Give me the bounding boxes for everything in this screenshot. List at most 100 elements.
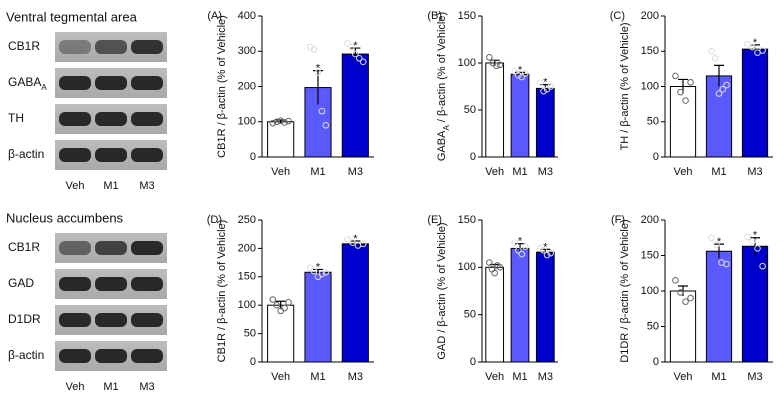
blot-band — [131, 76, 163, 90]
row-label: CB1R — [8, 39, 40, 53]
bar — [485, 62, 505, 158]
data-point — [744, 40, 751, 48]
data-point — [310, 46, 318, 53]
bar — [267, 121, 295, 158]
x-tick-label: Veh — [485, 166, 504, 178]
x-tick-label: M1 — [512, 371, 527, 383]
panel-label: (B) — [427, 10, 442, 22]
significance: * — [543, 77, 548, 89]
y-tick-label: 0 — [470, 151, 476, 163]
y-axis-label-part: TH / β-actin (% of Vehicle) — [619, 23, 631, 151]
y-axis-label-part: CB1R / β-actin (% of Vehicle) — [216, 15, 228, 158]
x-tick-label: M1 — [711, 371, 726, 383]
data-point — [749, 238, 756, 245]
data-point — [496, 61, 504, 69]
data-point — [547, 249, 554, 257]
error-bar — [714, 64, 724, 87]
data-point — [522, 243, 529, 250]
blot-title: Nucleus accumbens — [6, 210, 124, 225]
panel-label: (E) — [427, 214, 442, 226]
significance: * — [753, 230, 758, 242]
x-tick-label: M1 — [711, 166, 726, 178]
data-point — [514, 246, 522, 254]
y-tick-label: 100 — [641, 80, 659, 92]
data-point — [547, 83, 554, 90]
lane-label: M3 — [139, 381, 154, 393]
data-point — [359, 240, 367, 248]
bar — [341, 243, 369, 363]
data-point — [310, 267, 318, 275]
data-point — [273, 118, 281, 126]
y-tick-label: 400 — [238, 10, 256, 22]
data-point — [682, 97, 689, 104]
y-axis-label: TH / β-actin (% of Vehicle) — [619, 23, 631, 151]
blot-band — [131, 313, 163, 327]
lane-label: Veh — [66, 381, 85, 393]
y-tick-label: 150 — [641, 249, 659, 261]
blot-band — [95, 148, 127, 162]
blot-band — [131, 241, 163, 255]
blot-band — [95, 112, 127, 126]
y-tick-label: 100 — [238, 299, 256, 311]
y-tick-label: 100 — [458, 261, 476, 273]
lane-label: M1 — [103, 180, 118, 192]
blot-band — [59, 112, 91, 126]
data-point — [277, 117, 284, 124]
blot-band — [95, 313, 127, 327]
row-label-part: β-actin — [8, 147, 44, 161]
data-point — [306, 264, 314, 272]
y-axis-label: GAD / β-actin (% of Vehicle) — [436, 222, 448, 359]
data-point — [281, 119, 288, 126]
data-point — [493, 62, 500, 70]
data-point — [677, 289, 684, 296]
row-label: β-actin — [8, 147, 44, 161]
data-point — [352, 50, 359, 58]
x-tick-label: M3 — [538, 166, 553, 178]
data-point — [269, 119, 277, 127]
significance: * — [353, 40, 358, 52]
y-axis-label: CB1R / β-actin (% of Vehicle) — [216, 15, 228, 158]
y-tick-label: 0 — [250, 356, 256, 368]
bar — [510, 73, 530, 158]
panel-label: (D) — [207, 214, 222, 226]
y-tick-label: 50 — [464, 309, 476, 321]
y-axis-label: CB1R / β-actin (% of Vehicle) — [216, 220, 228, 363]
y-tick-label: 100 — [458, 57, 476, 69]
data-point — [536, 245, 544, 252]
y-tick-label: 150 — [458, 214, 476, 226]
blot-band — [59, 277, 91, 291]
significance: * — [753, 37, 758, 49]
data-point — [318, 270, 326, 278]
row-label-part: CB1R — [8, 39, 40, 53]
blot-band — [59, 76, 91, 90]
data-point — [715, 90, 723, 97]
data-point — [496, 264, 504, 271]
blot-band — [59, 40, 91, 54]
bar — [267, 304, 295, 363]
data-point — [677, 88, 684, 96]
bar — [669, 86, 697, 158]
data-point — [281, 304, 288, 312]
data-point — [322, 268, 330, 276]
x-tick-label: M3 — [538, 371, 553, 383]
blot-band — [95, 349, 127, 363]
y-axis-label-part: CB1R / β-actin (% of Vehicle) — [216, 220, 228, 363]
significance: * — [518, 64, 523, 76]
y-tick-label: 0 — [470, 356, 476, 368]
data-point — [540, 246, 547, 254]
y-axis-label-part: A — [442, 125, 451, 131]
bar — [741, 245, 769, 363]
data-point — [322, 121, 330, 129]
y-tick-label: 50 — [464, 104, 476, 116]
data-point — [719, 86, 727, 93]
x-tick-label: M3 — [348, 166, 363, 178]
y-tick-label: 150 — [238, 271, 256, 283]
row-label-part: TH — [8, 111, 24, 125]
significance: * — [717, 236, 722, 248]
significance: * — [316, 63, 321, 75]
data-point — [355, 55, 363, 62]
x-tick-label: M1 — [310, 371, 325, 383]
data-point — [536, 79, 544, 87]
data-point — [682, 298, 689, 305]
